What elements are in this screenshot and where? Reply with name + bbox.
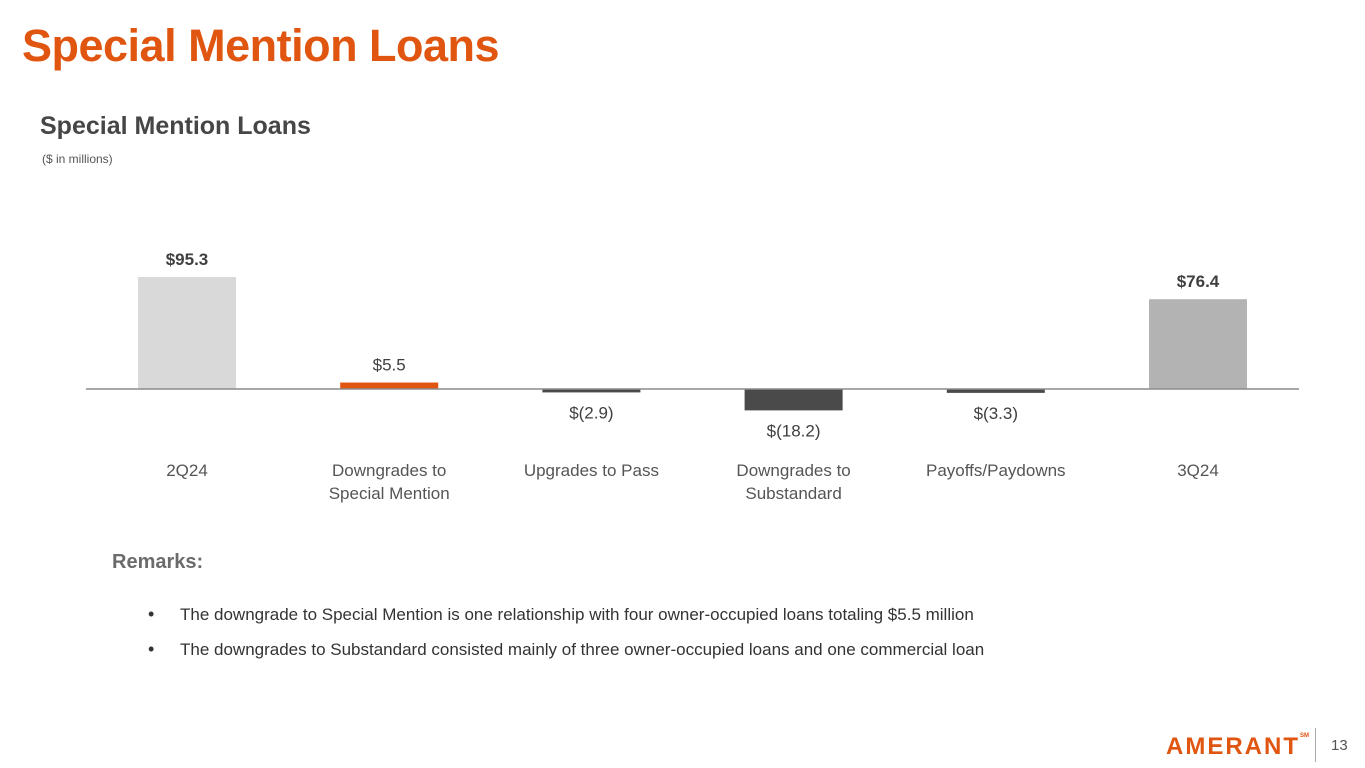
remark-item: The downgrades to Substandard consisted …	[148, 639, 984, 675]
bar	[542, 389, 641, 393]
data-label: $76.4	[1177, 272, 1220, 291]
slide-title: Special Mention Loans	[22, 20, 500, 71]
remarks-list: The downgrade to Special Mention is one …	[148, 604, 984, 675]
bar	[340, 382, 439, 389]
bar-chart: $95.3 2Q24 $5.5 Downgrades to Special Mentio…	[86, 250, 1299, 503]
category-label: 2Q24	[166, 461, 208, 480]
data-label: $5.5	[373, 356, 406, 375]
chart-title: Special Mention Loans	[40, 112, 311, 140]
category-label: Upgrades to Pass	[524, 461, 659, 480]
remark-item: The downgrade to Special Mention is one …	[148, 604, 984, 640]
category-label: Downgrades to	[736, 461, 850, 480]
bar	[946, 389, 1045, 393]
amerant-logo: AMERANTSM	[1166, 733, 1309, 760]
category-label: Downgrades to	[332, 461, 446, 480]
data-label: $95.3	[166, 250, 209, 269]
bar	[744, 389, 843, 411]
page-number: 13	[1331, 737, 1348, 754]
data-label: $(2.9)	[569, 403, 613, 422]
category-label: 3Q24	[1177, 461, 1219, 480]
category-label: Special Mention	[329, 484, 450, 503]
chart-units: ($ in millions)	[42, 152, 113, 166]
remarks-title: Remarks:	[112, 551, 204, 573]
category-label: Substandard	[745, 484, 841, 503]
footer-divider	[1315, 728, 1316, 762]
data-label: $(3.3)	[974, 404, 1018, 423]
bar	[1149, 299, 1247, 389]
category-label: Payoffs/Paydowns	[926, 461, 1066, 480]
bar	[138, 277, 236, 389]
data-label: $(18.2)	[767, 421, 821, 440]
